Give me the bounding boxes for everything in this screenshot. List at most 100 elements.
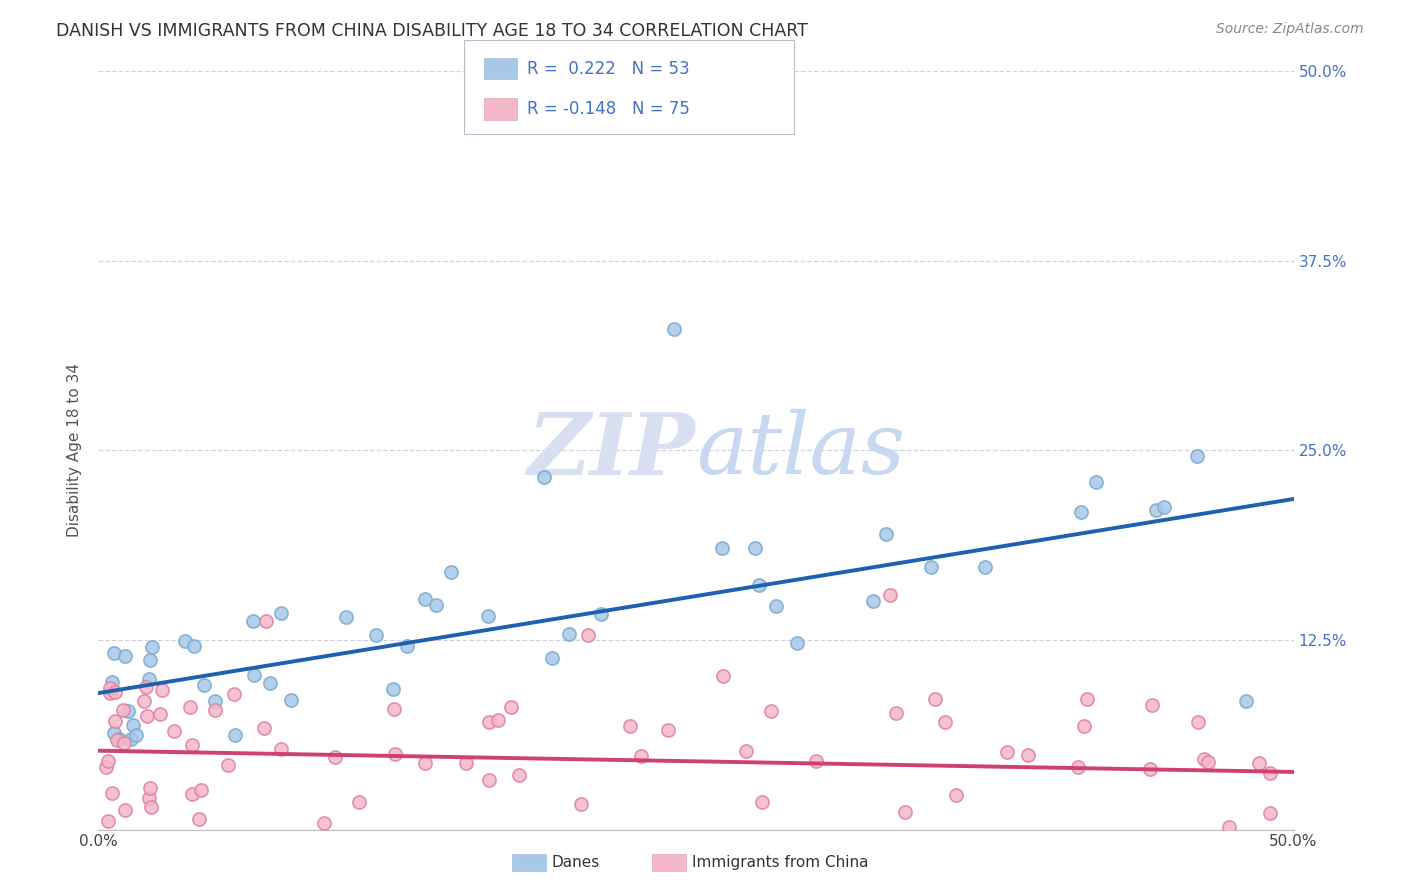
Point xyxy=(222,688,245,702)
Point xyxy=(765,599,787,613)
Point xyxy=(364,628,387,642)
Point xyxy=(103,726,125,740)
Point xyxy=(243,668,266,682)
Point xyxy=(242,615,264,629)
Point xyxy=(105,733,128,747)
Point xyxy=(181,739,204,753)
Point xyxy=(1234,694,1257,708)
Point xyxy=(179,699,201,714)
Point xyxy=(1017,747,1039,762)
Point xyxy=(657,723,679,738)
Point xyxy=(190,783,212,797)
Point xyxy=(114,803,136,817)
Point xyxy=(744,541,766,555)
Point xyxy=(477,714,499,729)
Point xyxy=(259,675,281,690)
Point xyxy=(122,718,145,732)
Point xyxy=(1247,756,1270,771)
Text: DANISH VS IMMIGRANTS FROM CHINA DISABILITY AGE 18 TO 34 CORRELATION CHART: DANISH VS IMMIGRANTS FROM CHINA DISABILI… xyxy=(56,22,808,40)
Point xyxy=(254,614,277,628)
Point xyxy=(183,639,205,653)
Text: R =  0.222   N = 53: R = 0.222 N = 53 xyxy=(527,60,690,78)
Point xyxy=(335,610,357,624)
Point xyxy=(325,749,347,764)
Point xyxy=(100,681,122,695)
Point xyxy=(576,628,599,642)
Point xyxy=(1144,503,1167,517)
Point xyxy=(759,704,782,718)
Point xyxy=(382,682,405,697)
Point xyxy=(204,703,226,717)
Point xyxy=(117,704,139,718)
Point xyxy=(112,736,135,750)
Point xyxy=(103,714,125,728)
Point xyxy=(751,795,773,809)
Point xyxy=(1234,837,1257,851)
Point xyxy=(486,713,509,727)
Point xyxy=(591,607,613,621)
Point xyxy=(97,814,120,828)
Point xyxy=(1073,719,1095,733)
Point xyxy=(748,578,770,592)
Point xyxy=(114,648,136,663)
Text: R = -0.148   N = 75: R = -0.148 N = 75 xyxy=(527,100,690,118)
Point xyxy=(804,754,827,768)
Point xyxy=(1258,805,1281,820)
Point xyxy=(382,701,405,715)
Point xyxy=(924,691,946,706)
Point xyxy=(440,566,463,580)
Point xyxy=(141,640,163,654)
Point xyxy=(884,706,907,720)
Point xyxy=(141,799,163,814)
Point xyxy=(149,707,172,722)
Point xyxy=(94,759,117,773)
Point xyxy=(193,678,215,692)
Point xyxy=(501,700,523,714)
Point xyxy=(425,598,447,612)
Point xyxy=(1085,475,1108,489)
Point xyxy=(934,714,956,729)
Point xyxy=(478,772,501,787)
Point xyxy=(711,669,734,683)
Point xyxy=(100,674,122,689)
Point xyxy=(662,322,685,336)
Point xyxy=(710,541,733,555)
Point xyxy=(138,791,160,805)
Point xyxy=(173,634,195,648)
Point xyxy=(163,724,186,739)
Point xyxy=(150,683,173,698)
Point xyxy=(1187,715,1209,730)
Point xyxy=(204,693,226,707)
Point xyxy=(280,693,302,707)
Point xyxy=(253,721,276,735)
Text: atlas: atlas xyxy=(696,409,905,491)
Point xyxy=(569,797,592,812)
Point xyxy=(188,812,211,826)
Text: Danes: Danes xyxy=(551,855,599,870)
Point xyxy=(920,559,942,574)
Point xyxy=(270,607,292,621)
Text: Source: ZipAtlas.com: Source: ZipAtlas.com xyxy=(1216,22,1364,37)
Point xyxy=(347,795,370,809)
Point xyxy=(138,653,160,667)
Point xyxy=(533,470,555,484)
Text: ZIP: ZIP xyxy=(529,409,696,492)
Point xyxy=(135,680,157,694)
Point xyxy=(97,754,120,768)
Point xyxy=(619,719,641,733)
Point xyxy=(413,591,436,606)
Point xyxy=(875,526,897,541)
Point xyxy=(1139,762,1161,776)
Point xyxy=(217,757,239,772)
Point xyxy=(995,745,1018,759)
Point xyxy=(101,786,124,800)
Point xyxy=(477,608,499,623)
Point xyxy=(541,651,564,665)
Point xyxy=(1258,766,1281,780)
Point xyxy=(974,560,997,574)
Point xyxy=(396,639,419,653)
Point xyxy=(108,731,131,746)
Point xyxy=(862,594,884,608)
Point xyxy=(384,747,406,761)
Point xyxy=(125,728,148,742)
